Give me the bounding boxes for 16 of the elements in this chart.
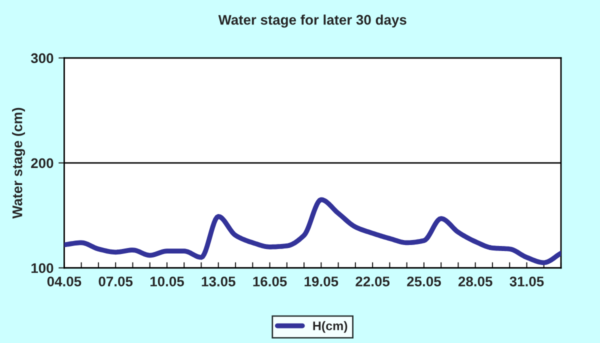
chart-title: Water stage for later 30 days (218, 14, 406, 28)
y-tick-label: 300 (30, 53, 54, 64)
y-tick-label: 200 (31, 158, 54, 168)
y-tick-label: 100 (31, 263, 54, 274)
x-tick-label: 31.05 (510, 276, 544, 286)
x-tick-label: 25.05 (407, 276, 441, 286)
x-tick-label: 13.05 (202, 276, 236, 286)
x-tick-label: 22.05 (356, 276, 390, 286)
x-tick-label: 04.05 (47, 276, 82, 286)
x-tick-label: 19.05 (304, 276, 338, 286)
legend-label: H(cm) (313, 321, 348, 333)
x-tick-label: 16.05 (253, 276, 287, 286)
x-tick-label: 28.05 (458, 276, 492, 286)
x-tick-label: 07.05 (98, 276, 133, 286)
y-axis-title: Water stage (cm) (12, 108, 26, 219)
x-tick-label: 10.05 (150, 276, 184, 286)
